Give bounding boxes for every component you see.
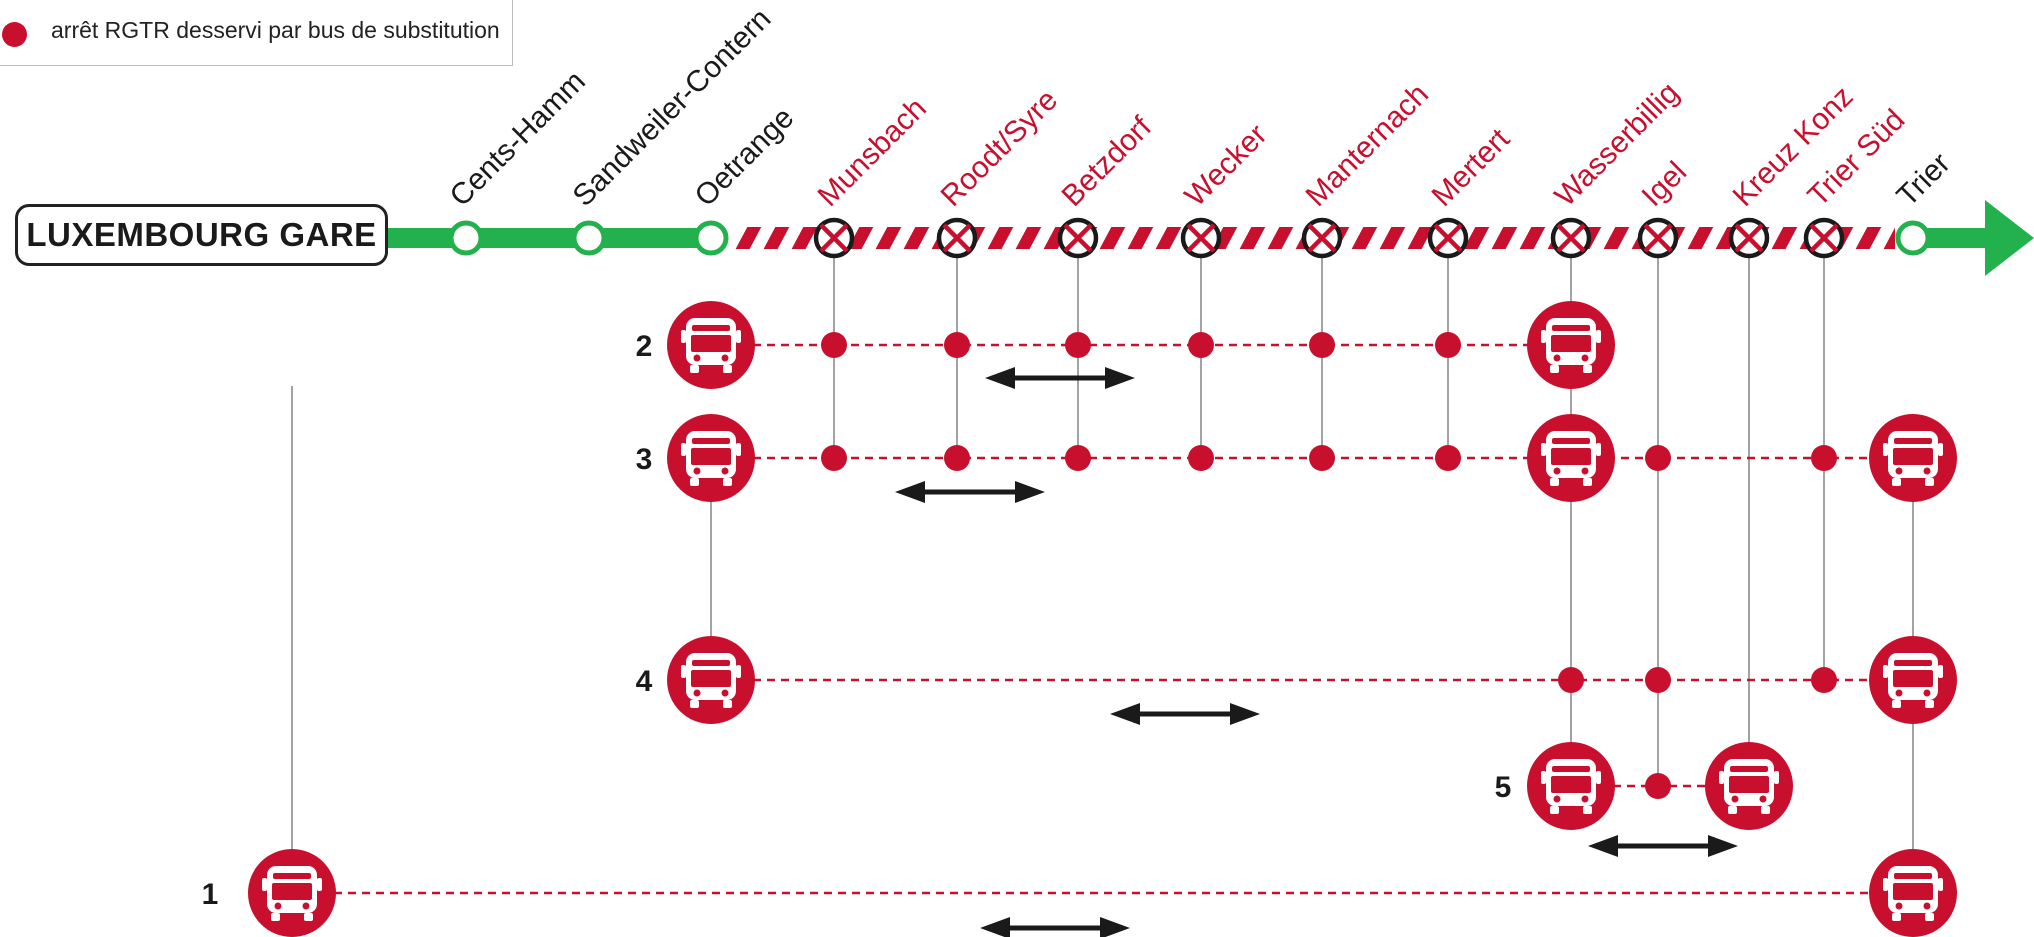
station-open-cents-hamm [448,220,484,256]
bus-line-label-2: 2 [636,330,653,363]
bus-icon-3-oetrange [667,414,755,502]
station-closed-icon-wecker [1183,220,1219,256]
legend-red-dot-icon [2,22,27,47]
bus-stop-3-igel [1645,445,1671,471]
double-arrow-left-head-icon-2 [1110,703,1140,725]
bus-stop-2-roodt-syre [944,332,970,358]
green-line-open-segment [385,228,711,248]
bus-stop-3-wecker [1188,445,1214,471]
station-open-trier [1895,220,1931,256]
direction-arrow-icon [1985,200,2034,276]
station-label-roodt-syre: Roodt/Syre [935,83,1064,212]
bus-line-label-5: 5 [1495,771,1512,804]
station-label-oetrange: Oetrange [689,101,801,213]
station-label-manternach: Manternach [1300,78,1435,213]
double-arrow-left-head-icon-4 [980,917,1010,937]
double-arrow-left-head-icon-0 [985,367,1015,389]
double-arrow-right-head-icon-3 [1708,835,1738,857]
legend: arrêt RGTR desservi par bus de substitut… [0,0,513,66]
green-line-to-trier [1913,228,1993,248]
bus-stop-4-igel [1645,667,1671,693]
legend-text: arrêt RGTR desservi par bus de substitut… [51,17,500,43]
bus-icon-1-luxembourg-gare [248,849,336,937]
station-label-igel: Igel [1636,155,1694,213]
bus-stop-3-roodt-syre [944,445,970,471]
station-closed-icon-igel [1640,220,1676,256]
bus-icon-2-wasserbillig [1527,301,1615,389]
bus-icon-2-oetrange [667,301,755,389]
station-label-trier: Trier [1891,147,1957,213]
bus-stop-2-wecker [1188,332,1214,358]
station-closed-icon-roodt-syre [939,220,975,256]
double-arrow-left-head-icon-1 [895,481,925,503]
station-label-mertert: Mertert [1426,122,1517,213]
bus-stop-3-betzdorf [1065,445,1091,471]
station-closed-icon-kreuz-konz [1731,220,1767,256]
station-closed-icon-mertert [1430,220,1466,256]
bus-icon-3-trier [1869,414,1957,502]
bus-line-label-3: 3 [636,443,653,476]
bus-stop-3-munsbach [821,445,847,471]
bus-stop-4-wasserbillig [1558,667,1584,693]
bus-icon-5-wasserbillig [1527,742,1615,830]
bus-icon-3-wasserbillig [1527,414,1615,502]
bus-icon-4-oetrange [667,636,755,724]
station-open-sandweiler-contern [571,220,607,256]
double-arrow-left-head-icon-3 [1588,835,1618,857]
bus-line-label-4: 4 [636,665,653,698]
bus-stop-2-munsbach [821,332,847,358]
station-label-wecker: Wecker [1179,118,1274,213]
bus-stop-3-manternach [1309,445,1335,471]
station-open-oetrange [693,220,729,256]
station-closed-icon-wasserbillig [1553,220,1589,256]
station-closed-icon-trier-sud [1806,220,1842,256]
bus-icon-4-trier [1869,636,1957,724]
station-closed-icon-betzdorf [1060,220,1096,256]
bus-line-label-1: 1 [202,878,219,911]
station-label-sandweiler-contern: Sandweiler-Contern [567,2,778,213]
station-closed-icon-manternach [1304,220,1340,256]
bus-icon-1-trier [1869,849,1957,937]
bus-stop-2-mertert [1435,332,1461,358]
bus-stop-3-trier-sud [1811,445,1837,471]
bus-stop-3-mertert [1435,445,1461,471]
bus-stop-2-manternach [1309,332,1335,358]
double-arrow-right-head-icon-4 [1100,917,1130,937]
bus-icon-5-kreuz-konz [1705,742,1793,830]
station-label-betzdorf: Betzdorf [1056,110,1159,213]
station-label-munsbach: Munsbach [812,92,933,213]
bus-stop-4-trier-sud [1811,667,1837,693]
double-arrow-right-head-icon-1 [1015,481,1045,503]
double-arrow-right-head-icon-0 [1105,367,1135,389]
luxembourg-gare-terminus: LUXEMBOURG GARE [15,204,388,266]
station-closed-icon-munsbach [816,220,852,256]
double-arrow-right-head-icon-2 [1230,703,1260,725]
bus-stop-2-betzdorf [1065,332,1091,358]
bus-stop-5-igel [1645,773,1671,799]
